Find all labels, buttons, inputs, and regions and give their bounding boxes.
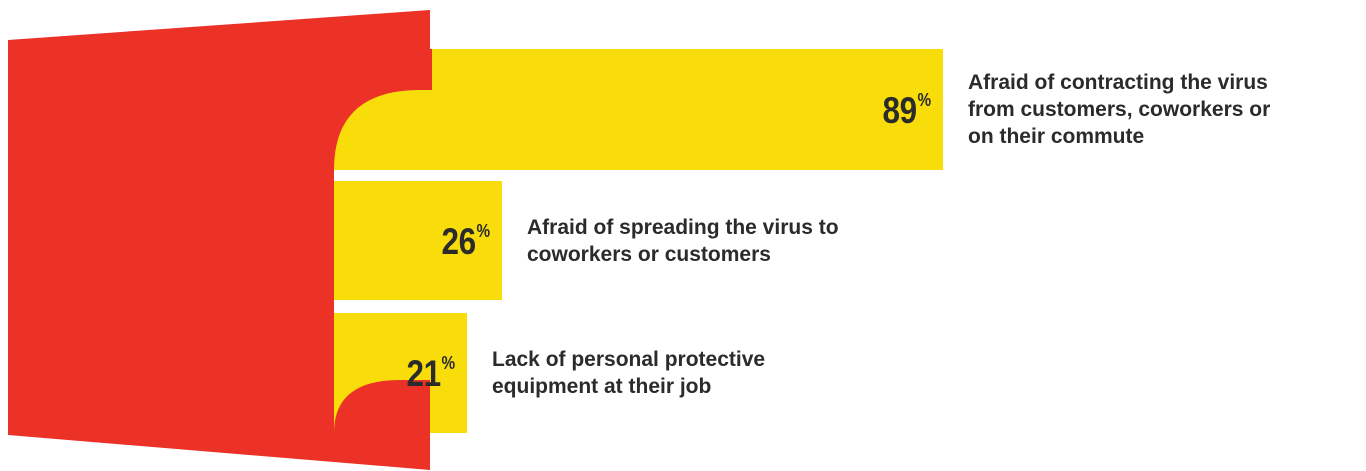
value-number: 21 [406, 353, 442, 394]
red-panel-shape [8, 10, 432, 470]
value-label: 21% [406, 353, 456, 394]
value-label: 89% [882, 89, 932, 131]
percent-sign: % [476, 220, 491, 241]
value-label: 26% [441, 220, 491, 262]
bar [320, 181, 502, 300]
percent-sign: % [441, 353, 456, 373]
percent-sign: % [917, 89, 932, 110]
category-label: Afraid of contracting the virus from cus… [968, 71, 1271, 148]
category-label: Afraid of spreading the virus to coworke… [527, 215, 839, 266]
value-number: 89 [882, 89, 918, 131]
category-label: Lack of personal protective equipment at… [492, 348, 766, 398]
bars-layer [320, 49, 943, 433]
value-number: 26 [441, 220, 477, 262]
